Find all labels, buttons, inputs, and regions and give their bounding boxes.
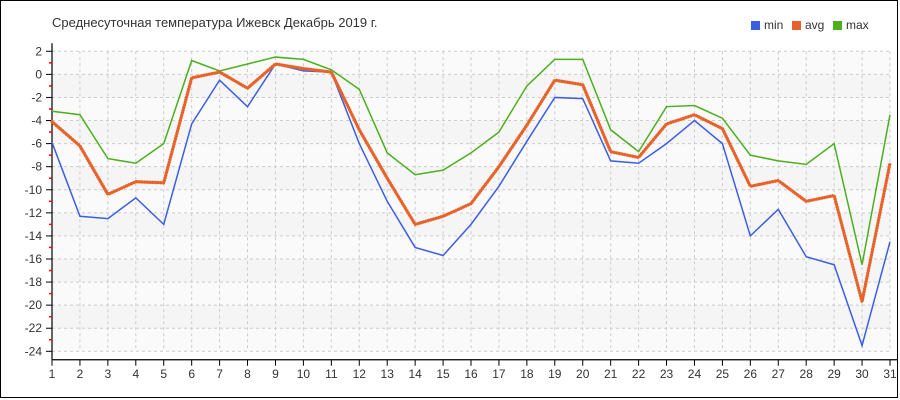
- svg-text:12: 12: [353, 367, 367, 381]
- svg-text:27: 27: [772, 367, 786, 381]
- svg-text:13: 13: [381, 367, 395, 381]
- svg-text:15: 15: [436, 367, 450, 381]
- svg-text:10: 10: [297, 367, 311, 381]
- svg-text:31: 31: [883, 367, 897, 381]
- svg-text:2: 2: [77, 367, 84, 381]
- svg-text:6: 6: [188, 367, 195, 381]
- svg-text:28: 28: [800, 367, 814, 381]
- svg-text:-16: -16: [25, 252, 43, 266]
- svg-text:21: 21: [604, 367, 618, 381]
- svg-text:-24: -24: [25, 344, 43, 358]
- svg-text:Среднесуточная температура Иже: Среднесуточная температура Ижевск Декабр…: [52, 15, 378, 30]
- svg-text:16: 16: [464, 367, 478, 381]
- svg-text:-6: -6: [31, 137, 42, 151]
- svg-text:avg: avg: [805, 18, 824, 32]
- svg-text:4: 4: [132, 367, 139, 381]
- svg-text:5: 5: [160, 367, 167, 381]
- svg-text:29: 29: [827, 367, 841, 381]
- svg-text:min: min: [764, 18, 783, 32]
- svg-text:1: 1: [49, 367, 56, 381]
- svg-text:14: 14: [408, 367, 422, 381]
- svg-text:8: 8: [244, 367, 251, 381]
- svg-text:-2: -2: [31, 90, 42, 104]
- svg-text:24: 24: [688, 367, 702, 381]
- svg-text:-22: -22: [25, 321, 43, 335]
- svg-text:20: 20: [576, 367, 590, 381]
- svg-text:17: 17: [492, 367, 506, 381]
- svg-text:18: 18: [520, 367, 534, 381]
- svg-text:-10: -10: [25, 183, 43, 197]
- svg-text:22: 22: [632, 367, 646, 381]
- svg-text:2: 2: [35, 44, 42, 58]
- svg-text:-20: -20: [25, 298, 43, 312]
- svg-text:30: 30: [855, 367, 869, 381]
- svg-text:19: 19: [548, 367, 562, 381]
- svg-text:max: max: [846, 18, 869, 32]
- svg-text:-18: -18: [25, 275, 43, 289]
- svg-text:-4: -4: [31, 114, 42, 128]
- svg-text:7: 7: [216, 367, 223, 381]
- svg-text:-12: -12: [25, 206, 43, 220]
- svg-text:3: 3: [105, 367, 112, 381]
- svg-text:23: 23: [660, 367, 674, 381]
- svg-text:25: 25: [716, 367, 730, 381]
- svg-text:9: 9: [272, 367, 279, 381]
- svg-text:-8: -8: [31, 160, 42, 174]
- svg-text:11: 11: [325, 367, 338, 381]
- svg-text:-14: -14: [25, 229, 43, 243]
- svg-text:26: 26: [744, 367, 758, 381]
- svg-text:0: 0: [35, 67, 42, 81]
